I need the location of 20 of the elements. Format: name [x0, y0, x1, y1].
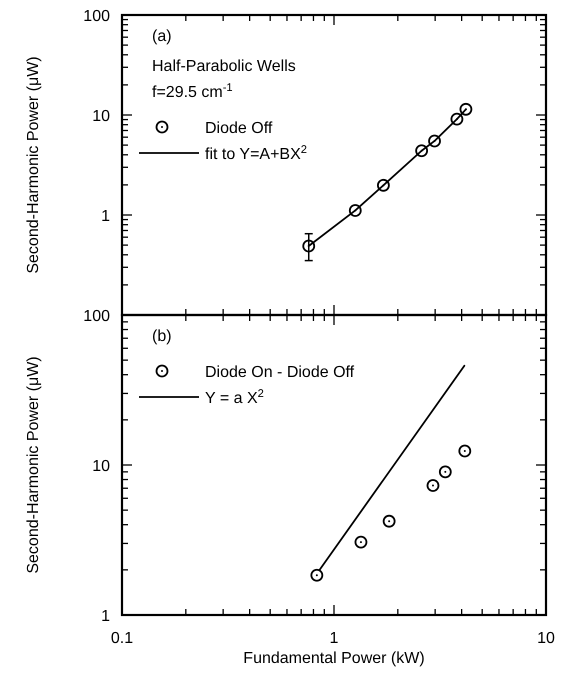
y-tick-label: 10 — [92, 458, 110, 475]
x-tick-label: 10 — [537, 630, 555, 647]
y-tick-label: 1 — [101, 208, 110, 225]
y-axis-title: Second-Harmonic Power (μW) — [25, 356, 42, 574]
annotation: f=29.5 cm$^{-1}$ — [152, 82, 233, 101]
y-axis-title: Second-Harmonic Power (μW) — [25, 56, 42, 274]
annotation: (a) — [152, 28, 172, 45]
y-tick-label: 10 — [92, 108, 110, 125]
legend-label: fit to Y=A+BX$^{2}$ — [205, 144, 307, 163]
x-axis-title: Fundamental Power (kW) — [243, 650, 425, 667]
x-tick-label: 1 — [330, 630, 339, 647]
y-tick-label: 1 — [101, 608, 110, 625]
legend-label: Diode On - Diode Off — [205, 364, 355, 381]
y-tick-label: 100 — [83, 308, 110, 325]
annotation: Half-Parabolic Wells — [152, 58, 296, 75]
legend-label: Y = a X$^{2}$ — [205, 388, 264, 407]
y-tick-label: 100 — [83, 8, 110, 25]
x-tick-label: 0.1 — [110, 630, 134, 647]
annotation: (b) — [152, 328, 172, 345]
legend-label: Diode Off — [205, 120, 273, 137]
